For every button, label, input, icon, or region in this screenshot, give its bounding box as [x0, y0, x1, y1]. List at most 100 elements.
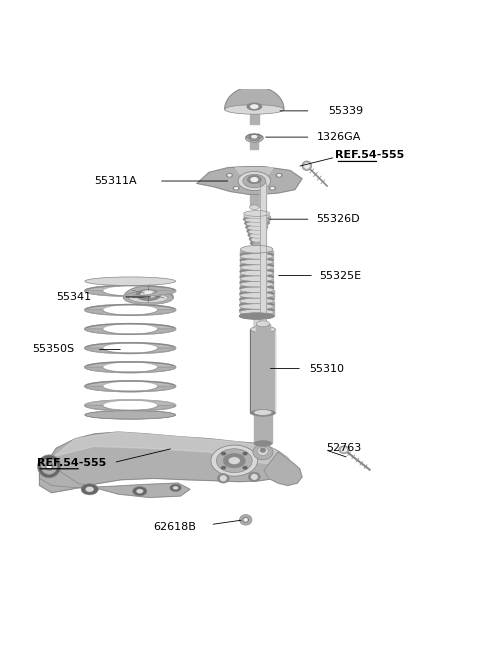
Text: 55310: 55310 [309, 363, 344, 373]
Ellipse shape [240, 281, 274, 287]
Text: 55326D: 55326D [316, 215, 360, 224]
Bar [251, 329, 276, 413]
Bar [250, 236, 264, 239]
Ellipse shape [342, 448, 347, 451]
Ellipse shape [240, 308, 274, 313]
Polygon shape [85, 304, 176, 310]
Ellipse shape [271, 188, 274, 189]
Ellipse shape [228, 457, 240, 464]
Bar [240, 251, 273, 255]
Bar [250, 108, 259, 124]
Bar [251, 239, 263, 243]
Ellipse shape [247, 226, 266, 230]
Ellipse shape [304, 163, 309, 168]
Ellipse shape [251, 237, 263, 242]
Ellipse shape [173, 486, 179, 490]
Ellipse shape [253, 251, 261, 255]
Ellipse shape [258, 447, 268, 455]
Ellipse shape [250, 237, 264, 241]
Ellipse shape [228, 174, 231, 176]
Ellipse shape [240, 248, 273, 253]
Ellipse shape [240, 265, 273, 270]
Ellipse shape [240, 304, 274, 309]
Bar [260, 182, 266, 376]
Polygon shape [85, 329, 176, 335]
Polygon shape [85, 400, 176, 405]
Ellipse shape [47, 464, 51, 468]
Ellipse shape [240, 291, 274, 297]
Ellipse shape [240, 285, 274, 291]
Bar [247, 228, 266, 231]
Ellipse shape [252, 135, 257, 138]
Polygon shape [85, 323, 176, 329]
Ellipse shape [251, 326, 276, 333]
Ellipse shape [243, 466, 247, 469]
Ellipse shape [242, 517, 249, 523]
Bar [240, 301, 274, 305]
Bar [243, 216, 270, 219]
Ellipse shape [251, 241, 263, 245]
Ellipse shape [45, 462, 53, 471]
Ellipse shape [223, 453, 245, 468]
Polygon shape [85, 348, 176, 354]
Ellipse shape [302, 161, 312, 171]
Ellipse shape [240, 263, 273, 268]
Polygon shape [85, 405, 176, 411]
Bar [253, 242, 261, 253]
Ellipse shape [251, 178, 258, 182]
Ellipse shape [225, 105, 284, 114]
Bar [240, 268, 273, 272]
Ellipse shape [132, 487, 147, 496]
Bar [240, 256, 273, 260]
Ellipse shape [222, 453, 226, 455]
Ellipse shape [240, 514, 252, 525]
Ellipse shape [248, 472, 260, 482]
Ellipse shape [217, 474, 229, 483]
Polygon shape [264, 452, 302, 485]
Ellipse shape [261, 448, 265, 452]
Ellipse shape [240, 258, 273, 263]
Ellipse shape [240, 287, 274, 293]
Ellipse shape [245, 221, 269, 226]
Ellipse shape [240, 274, 273, 279]
Text: 55311A: 55311A [95, 176, 137, 186]
Ellipse shape [240, 270, 273, 276]
Bar [240, 295, 274, 299]
Ellipse shape [339, 446, 349, 453]
Bar [251, 136, 258, 148]
Ellipse shape [278, 174, 281, 176]
Ellipse shape [246, 222, 267, 226]
Bar [240, 279, 274, 283]
Ellipse shape [123, 291, 173, 304]
Ellipse shape [41, 459, 57, 474]
Bar [245, 220, 269, 223]
Ellipse shape [85, 411, 176, 419]
Ellipse shape [81, 483, 98, 495]
Ellipse shape [251, 105, 258, 108]
Ellipse shape [240, 276, 274, 281]
Ellipse shape [240, 313, 274, 319]
Ellipse shape [136, 290, 160, 300]
Ellipse shape [240, 314, 274, 319]
Ellipse shape [254, 441, 272, 446]
Bar [240, 284, 274, 288]
Ellipse shape [240, 293, 274, 298]
Ellipse shape [240, 297, 274, 302]
Ellipse shape [246, 225, 267, 230]
Polygon shape [39, 432, 292, 493]
Text: 52763: 52763 [326, 443, 361, 453]
Ellipse shape [240, 302, 274, 308]
Ellipse shape [233, 186, 239, 190]
Ellipse shape [238, 171, 271, 190]
Ellipse shape [249, 134, 260, 139]
Bar [240, 290, 274, 294]
Bar [240, 312, 274, 316]
Polygon shape [225, 87, 284, 110]
Ellipse shape [136, 489, 144, 493]
Polygon shape [85, 381, 176, 386]
Polygon shape [123, 286, 173, 298]
Ellipse shape [276, 174, 282, 177]
Ellipse shape [170, 484, 181, 491]
Bar [248, 232, 265, 235]
Ellipse shape [37, 455, 60, 478]
